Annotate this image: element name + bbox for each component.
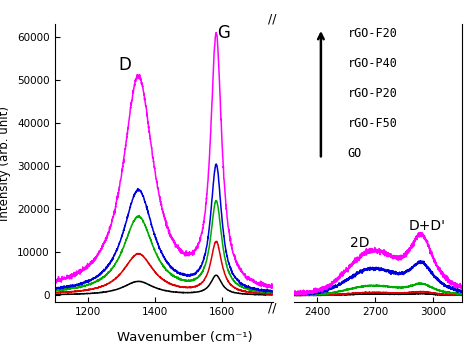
Text: //: //: [268, 12, 276, 26]
Text: Wavenumber (cm⁻¹): Wavenumber (cm⁻¹): [117, 331, 253, 344]
Text: rGO-P20: rGO-P20: [347, 87, 397, 100]
Text: D+D': D+D': [409, 219, 446, 233]
Text: 2D: 2D: [350, 236, 369, 250]
Text: GO: GO: [347, 147, 362, 160]
Text: D: D: [118, 56, 131, 74]
Text: //: //: [268, 302, 276, 315]
Text: G: G: [218, 24, 230, 42]
Text: rGO-F20: rGO-F20: [347, 27, 397, 41]
Text: rGO-F50: rGO-F50: [347, 117, 397, 130]
Text: rGO-P40: rGO-P40: [347, 57, 397, 70]
Y-axis label: Intensity (arb. unit): Intensity (arb. unit): [0, 105, 11, 221]
